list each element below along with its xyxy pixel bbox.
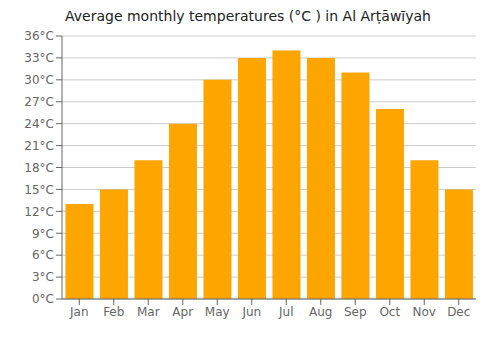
svg-text:Nov: Nov xyxy=(413,305,436,319)
svg-text:Jul: Jul xyxy=(278,305,293,319)
svg-text:Sep: Sep xyxy=(344,305,367,319)
svg-text:Apr: Apr xyxy=(172,305,193,319)
svg-text:27°C: 27°C xyxy=(24,95,54,109)
svg-text:18°C: 18°C xyxy=(24,161,54,175)
svg-text:Aug: Aug xyxy=(309,305,332,319)
svg-text:Mar: Mar xyxy=(137,305,160,319)
svg-text:21°C: 21°C xyxy=(24,139,54,153)
svg-text:Oct: Oct xyxy=(379,305,400,319)
svg-text:6°C: 6°C xyxy=(32,248,54,262)
svg-text:Feb: Feb xyxy=(103,305,124,319)
svg-text:May: May xyxy=(205,305,230,319)
svg-text:3°C: 3°C xyxy=(32,270,54,284)
svg-text:36°C: 36°C xyxy=(24,29,54,43)
svg-text:24°C: 24°C xyxy=(24,117,54,131)
svg-text:33°C: 33°C xyxy=(24,51,54,65)
svg-text:Jan: Jan xyxy=(69,305,89,319)
svg-text:Jun: Jun xyxy=(241,305,261,319)
svg-text:30°C: 30°C xyxy=(24,73,54,87)
svg-text:Dec: Dec xyxy=(447,305,470,319)
svg-text:0°C: 0°C xyxy=(32,292,54,306)
svg-text:15°C: 15°C xyxy=(24,183,54,197)
svg-text:9°C: 9°C xyxy=(32,227,54,241)
svg-text:12°C: 12°C xyxy=(24,205,54,219)
html-text:Average monthly temperatures (: Average monthly temperatures (°C ) in Al… xyxy=(65,8,431,24)
